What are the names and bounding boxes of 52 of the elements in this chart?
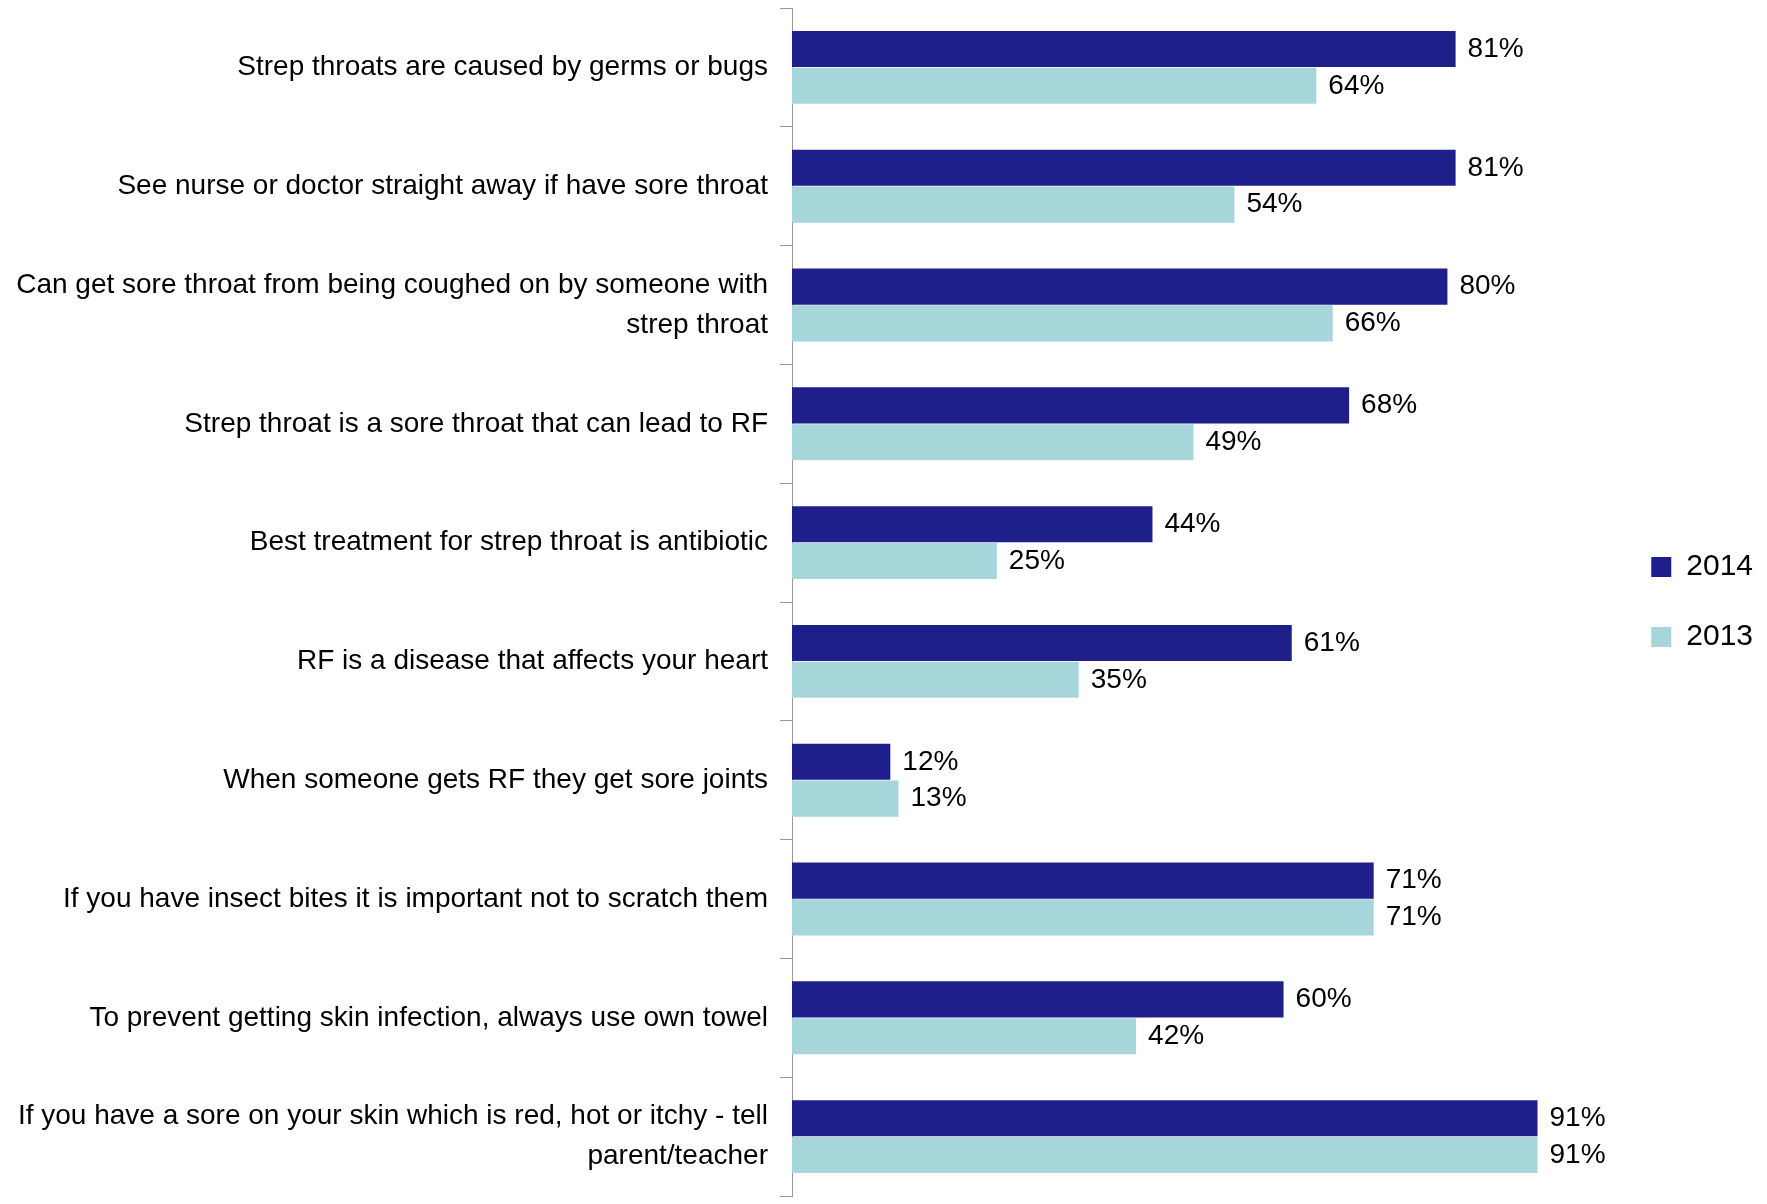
- bar: [792, 186, 1235, 223]
- y-tick-label: Strep throats are caused by germs or bugs: [237, 50, 768, 82]
- data-label: 80%: [1459, 269, 1516, 301]
- y-tick-label: Can get sore throat from being coughed on by someone with strep throat: [16, 267, 769, 339]
- data-label: 71%: [1385, 863, 1442, 895]
- bar: [792, 424, 1194, 461]
- bar: [792, 743, 891, 780]
- data-label: 49%: [1205, 424, 1262, 456]
- data-label: 35%: [1090, 662, 1147, 694]
- legend-label: 2014: [1686, 548, 1754, 582]
- y-tick-label: See nurse or doctor straight away if have sore throat: [117, 168, 769, 200]
- data-label: 68%: [1361, 388, 1418, 420]
- bar: [792, 981, 1284, 1018]
- y-tick-label: Strep throat is a sore throat that can lead to RF: [184, 406, 768, 438]
- y-tick-label: RF is a disease that affects your heart: [296, 644, 769, 676]
- data-label: 60%: [1295, 982, 1352, 1014]
- bar: [792, 1100, 1538, 1137]
- data-label: 13%: [910, 781, 967, 813]
- data-label: 81%: [1467, 150, 1524, 182]
- data-label: 66%: [1344, 306, 1401, 338]
- bar: [792, 268, 1448, 305]
- bar: [792, 506, 1153, 543]
- y-tick-label: When someone gets RF they get sore joints: [223, 762, 768, 794]
- data-label: 42%: [1148, 1018, 1205, 1050]
- data-label: 81%: [1467, 31, 1524, 63]
- data-label: 12%: [902, 744, 959, 776]
- bar: [792, 30, 1456, 68]
- data-label: 91%: [1549, 1137, 1606, 1169]
- bar: [792, 387, 1350, 424]
- bar: [792, 1136, 1538, 1174]
- bar: [792, 780, 899, 817]
- y-tick-label: If you have a sore on your skin which is red, hot or itchy - tell parent/teacher: [17, 1099, 768, 1171]
- bar: [792, 624, 1292, 662]
- data-label: 44%: [1164, 506, 1221, 538]
- bar: [792, 149, 1456, 186]
- bar: [792, 67, 1317, 104]
- bar: [792, 305, 1333, 342]
- y-tick-label: Best treatment for strep throat is antibiotic: [249, 525, 768, 557]
- y-tick-label: To prevent getting skin infection, always use own towel: [89, 1000, 768, 1032]
- y-tick-label: If you have insect bites it is important not to scratch them: [63, 881, 768, 913]
- data-label: 25%: [1008, 543, 1065, 575]
- bar: [792, 661, 1079, 698]
- bar: [792, 862, 1374, 899]
- data-label: 61%: [1303, 625, 1360, 657]
- data-label: 64%: [1328, 68, 1385, 100]
- data-label: 71%: [1385, 900, 1442, 932]
- bar: [792, 542, 997, 580]
- legend-label: 2013: [1686, 618, 1754, 652]
- data-label: 54%: [1246, 187, 1303, 219]
- bar: [792, 899, 1374, 936]
- bar: [792, 1018, 1137, 1055]
- data-label: 91%: [1549, 1100, 1606, 1132]
